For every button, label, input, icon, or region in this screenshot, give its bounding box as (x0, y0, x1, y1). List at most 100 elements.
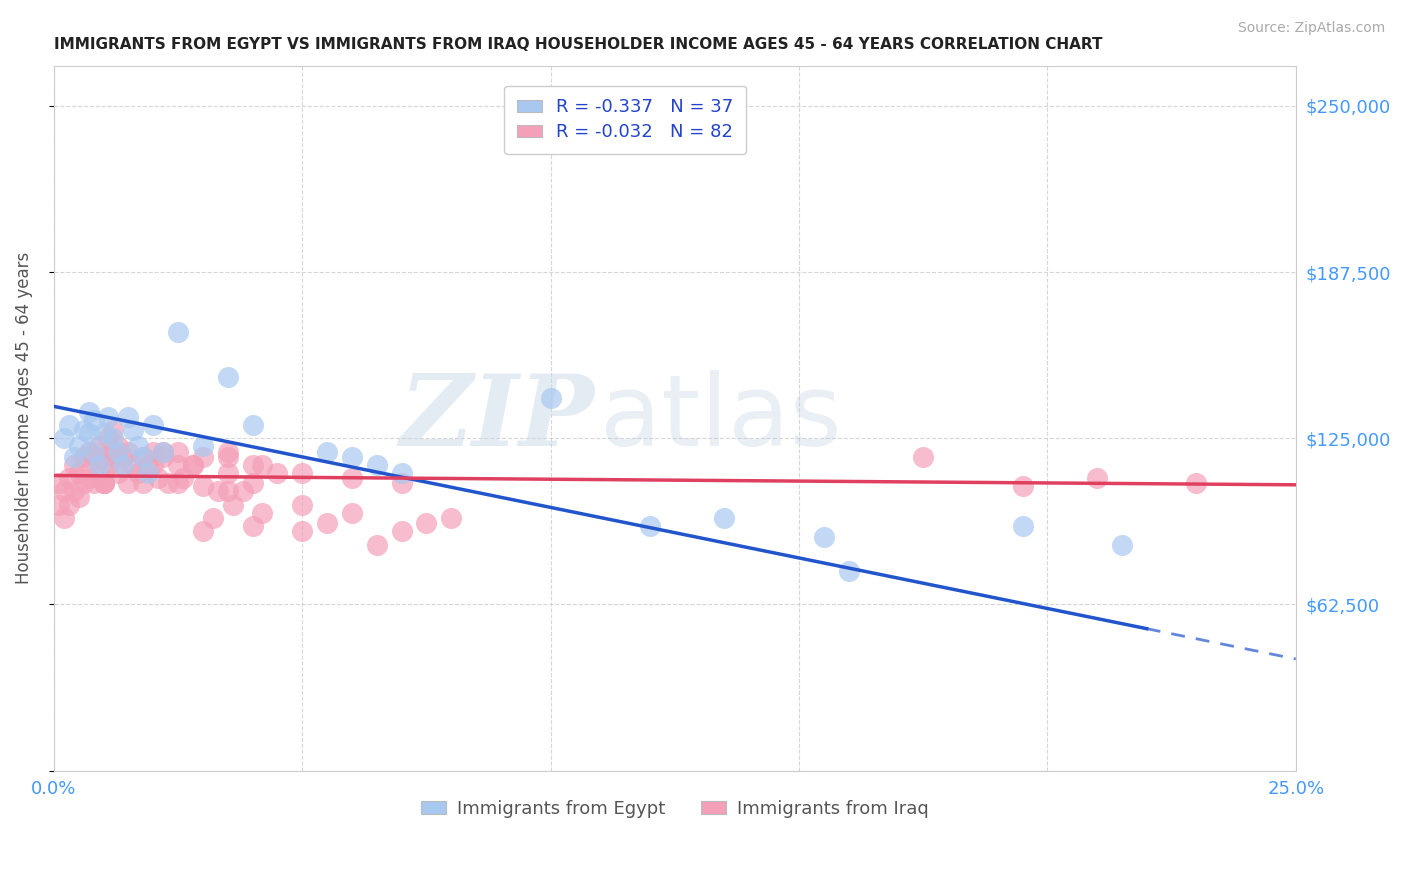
Point (83, 444, 105, 458)
Point (67, 466, 90, 480)
Point (127, 439, 149, 453)
Point (62, 484, 84, 499)
Point (107, 466, 129, 480)
Point (93, 476, 115, 491)
Point (52, 431, 75, 445)
Point (142, 458, 165, 472)
Point (207, 484, 229, 499)
Legend: Immigrants from Egypt, Immigrants from Iraq: Immigrants from Egypt, Immigrants from I… (413, 793, 936, 825)
Point (221, 498, 243, 512)
Point (217, 450, 239, 464)
Point (181, 458, 204, 472)
Point (638, 519, 661, 533)
Point (103, 444, 125, 458)
Point (291, 466, 314, 480)
Point (391, 466, 413, 480)
Point (142, 417, 165, 432)
Point (391, 476, 413, 491)
Point (242, 417, 264, 432)
Point (97, 409, 120, 424)
Point (713, 511, 735, 525)
Point (97, 431, 120, 445)
Point (48, 498, 70, 512)
Point (97, 458, 120, 472)
Point (838, 564, 860, 578)
Point (391, 524, 413, 539)
Point (152, 444, 174, 458)
Point (217, 444, 239, 458)
Point (77, 405, 100, 419)
Point (242, 458, 264, 472)
Text: IMMIGRANTS FROM EGYPT VS IMMIGRANTS FROM IRAQ HOUSEHOLDER INCOME AGES 45 - 64 YE: IMMIGRANTS FROM EGYPT VS IMMIGRANTS FROM… (53, 37, 1102, 53)
Point (58, 498, 80, 512)
Point (93, 450, 115, 464)
Point (217, 370, 239, 384)
Point (77, 425, 100, 440)
Point (83, 476, 105, 491)
Point (58, 471, 80, 485)
Point (232, 484, 254, 499)
Point (58, 417, 80, 432)
Point (242, 476, 264, 491)
Point (87, 439, 110, 453)
Text: Source: ZipAtlas.com: Source: ZipAtlas.com (1237, 21, 1385, 35)
Point (103, 450, 125, 464)
Point (266, 466, 288, 480)
Point (83, 412, 105, 426)
Point (340, 471, 363, 485)
Point (67, 439, 90, 453)
Point (72, 476, 94, 491)
Point (112, 458, 135, 472)
Point (146, 471, 169, 485)
Point (77, 444, 100, 458)
Point (252, 506, 274, 520)
Point (93, 425, 115, 440)
Point (132, 450, 155, 464)
Text: atlas: atlas (600, 370, 842, 467)
Point (912, 450, 935, 464)
Point (72, 423, 94, 437)
Text: ZIP: ZIP (399, 370, 595, 467)
Point (83, 452, 105, 467)
Point (1011, 479, 1033, 493)
Point (136, 466, 159, 480)
Point (415, 516, 437, 531)
Point (242, 519, 264, 533)
Point (167, 444, 190, 458)
Point (52, 511, 75, 525)
Point (540, 392, 562, 406)
Point (62, 458, 84, 472)
Point (83, 450, 105, 464)
Point (136, 458, 159, 472)
Point (191, 450, 214, 464)
Point (122, 423, 145, 437)
Point (117, 409, 139, 424)
Point (340, 450, 363, 464)
Point (67, 490, 90, 504)
Point (52, 484, 75, 499)
Point (217, 466, 239, 480)
Point (172, 471, 194, 485)
Point (291, 524, 314, 539)
Point (813, 530, 835, 544)
Point (122, 458, 145, 472)
Point (181, 458, 204, 472)
Point (201, 511, 224, 525)
Point (191, 524, 214, 539)
Point (167, 458, 190, 472)
Point (152, 444, 174, 458)
Point (103, 431, 125, 445)
Point (93, 476, 115, 491)
Point (366, 538, 388, 552)
Point (72, 450, 94, 464)
Point (132, 476, 155, 491)
Point (117, 476, 139, 491)
Point (291, 498, 314, 512)
Point (316, 444, 339, 458)
Point (87, 466, 110, 480)
Y-axis label: Householder Income Ages 45 - 64 years: Householder Income Ages 45 - 64 years (15, 252, 32, 584)
Point (1011, 519, 1033, 533)
Point (316, 516, 339, 531)
Point (87, 458, 110, 472)
Point (167, 325, 190, 339)
